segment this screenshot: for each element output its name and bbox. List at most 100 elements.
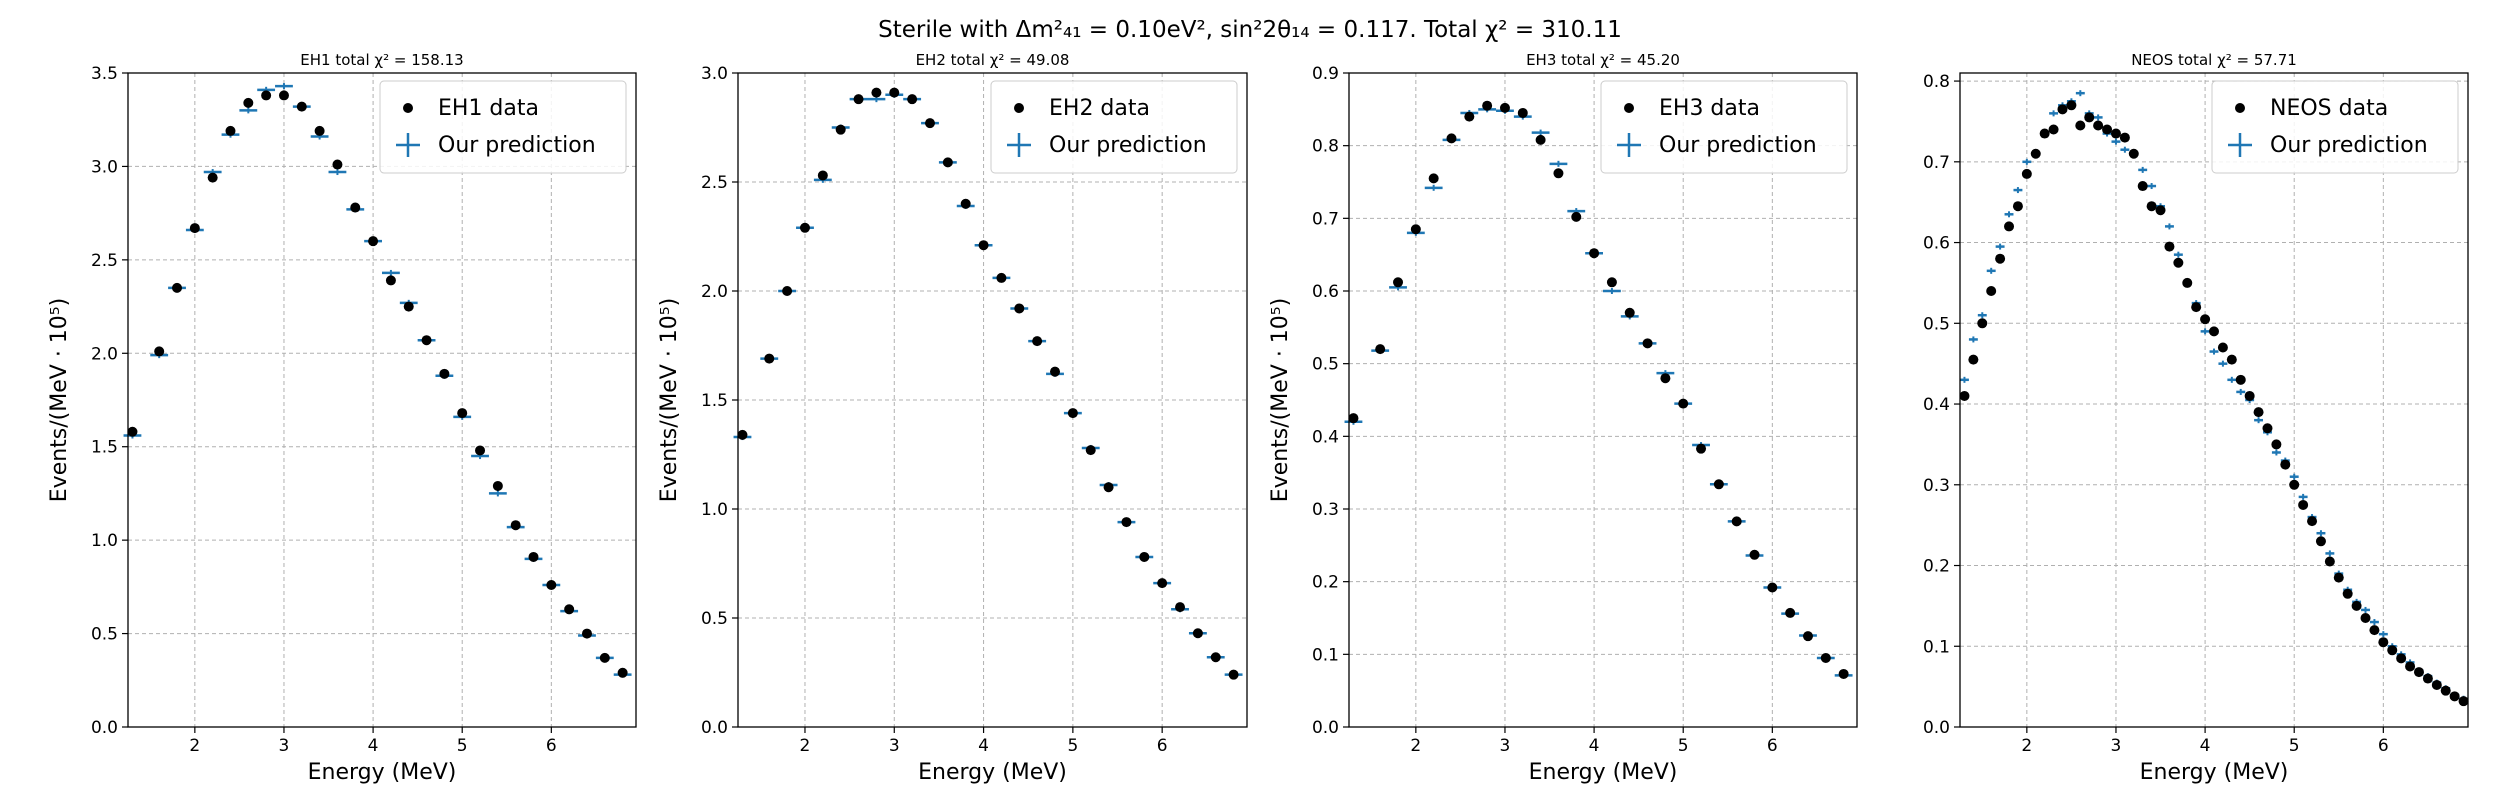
prediction-cross: [2209, 348, 2219, 355]
data-point: [1749, 549, 1760, 560]
data-point: [1228, 669, 1239, 680]
data-point: [817, 170, 828, 181]
y-tick-label: 0.0: [701, 718, 728, 738]
data-point: [1959, 390, 1970, 401]
data-point: [835, 124, 846, 135]
data-point: [127, 426, 138, 437]
data-point: [243, 97, 254, 108]
data-point: [2342, 588, 2353, 599]
data-point: [385, 275, 396, 286]
data-point: [2315, 536, 2326, 547]
y-axis-label: Events/(MeV · 10⁵): [1268, 298, 1293, 502]
y-tick-label: 2.0: [701, 282, 728, 302]
data-point: [1606, 277, 1617, 288]
legend-label-prediction: Our prediction: [1049, 133, 1207, 158]
data-point: [2075, 120, 2086, 131]
prediction-cross: [2093, 114, 2103, 121]
y-tick-label: 2.0: [91, 344, 118, 364]
data-point: [1977, 318, 1988, 329]
prediction-cross: [2013, 187, 2023, 194]
data-point: [1802, 631, 1813, 642]
data-point: [1157, 578, 1168, 589]
prediction-cross: [2138, 166, 2148, 173]
data-point: [2128, 148, 2139, 159]
y-tick-label: 0.5: [1312, 355, 1339, 375]
y-tick-label: 0.7: [1312, 209, 1339, 229]
y-tick-label: 0.2: [1923, 557, 1950, 577]
legend-frame: [1600, 80, 1848, 174]
x-tick-label: 4: [978, 736, 989, 756]
y-tick-label: 1.0: [91, 531, 118, 551]
prediction-cross: [1531, 129, 1550, 136]
data-point: [332, 159, 343, 170]
prediction-cross: [1977, 312, 1987, 319]
data-point: [2209, 326, 2219, 337]
legend-marker-data: [403, 103, 413, 113]
x-tick-label: 4: [1589, 736, 1600, 756]
data-point: [278, 90, 289, 101]
x-tick-label: 5: [1678, 736, 1689, 756]
data-point: [1482, 100, 1493, 111]
data-point: [924, 118, 935, 129]
legend-label-prediction: Our prediction: [438, 133, 596, 158]
legend-label-data: EH2 data: [1049, 96, 1150, 121]
y-tick-label: 1.5: [91, 438, 118, 458]
figure-suptitle: Sterile with Δm²₄₁ = 0.10eV², sin²2θ₁₄ =…: [878, 17, 1622, 43]
data-point: [2048, 124, 2059, 135]
prediction-cross: [2361, 606, 2370, 613]
data-point: [1995, 253, 2006, 264]
data-point: [764, 353, 775, 364]
data-point: [942, 157, 953, 168]
data-point: [2057, 104, 2068, 115]
data-point: [1785, 607, 1796, 618]
data-point: [2431, 680, 2442, 691]
data-point: [475, 445, 486, 456]
data-point: [2200, 314, 2211, 325]
legend-label-prediction: Our prediction: [2270, 133, 2428, 158]
data-point: [2102, 124, 2113, 135]
data-point: [439, 368, 450, 379]
prediction-cross: [1424, 184, 1443, 191]
x-tick-label: 2: [800, 736, 811, 756]
axes-frame: [1348, 72, 1858, 728]
y-axis-label: Events/(MeV · 10⁵): [47, 298, 72, 502]
data-point: [403, 301, 414, 312]
panel-title: EH3 total χ² = 45.20: [1526, 51, 1680, 69]
y-tick-label: 0.5: [91, 625, 118, 645]
data-point: [1050, 366, 1061, 377]
prediction-cross: [2049, 110, 2059, 117]
data-point: [1348, 413, 1359, 424]
data-point: [889, 87, 900, 98]
data-point: [2155, 205, 2166, 216]
data-point: [172, 282, 183, 293]
data-point: [1642, 338, 1653, 349]
data-point: [1375, 344, 1386, 355]
prediction-cross: [2325, 550, 2335, 557]
y-tick-label: 0.7: [1923, 153, 1950, 173]
data-point: [2307, 516, 2318, 527]
y-tick-label: 0.1: [1312, 645, 1339, 665]
prediction-cross: [2227, 376, 2237, 383]
y-tick-label: 0.5: [701, 609, 728, 629]
x-tick-label: 3: [2111, 736, 2122, 756]
data-point: [1446, 133, 1457, 144]
data-point: [1103, 482, 1114, 493]
data-point: [546, 579, 557, 590]
x-tick-label: 5: [2289, 736, 2300, 756]
data-point: [368, 236, 379, 247]
data-point: [350, 202, 361, 213]
data-point: [2378, 637, 2389, 648]
data-point: [189, 223, 200, 234]
y-tick-label: 0.3: [1312, 500, 1339, 520]
data-point: [2351, 600, 2362, 611]
prediction-cross: [2271, 449, 2281, 456]
data-point: [1678, 398, 1689, 409]
data-point: [2440, 685, 2451, 696]
data-point: [2262, 423, 2273, 434]
data-point: [853, 94, 864, 105]
data-point: [2333, 572, 2344, 583]
data-point: [2146, 201, 2157, 212]
prediction-cross: [2218, 360, 2228, 367]
prediction-cross: [2147, 183, 2157, 190]
